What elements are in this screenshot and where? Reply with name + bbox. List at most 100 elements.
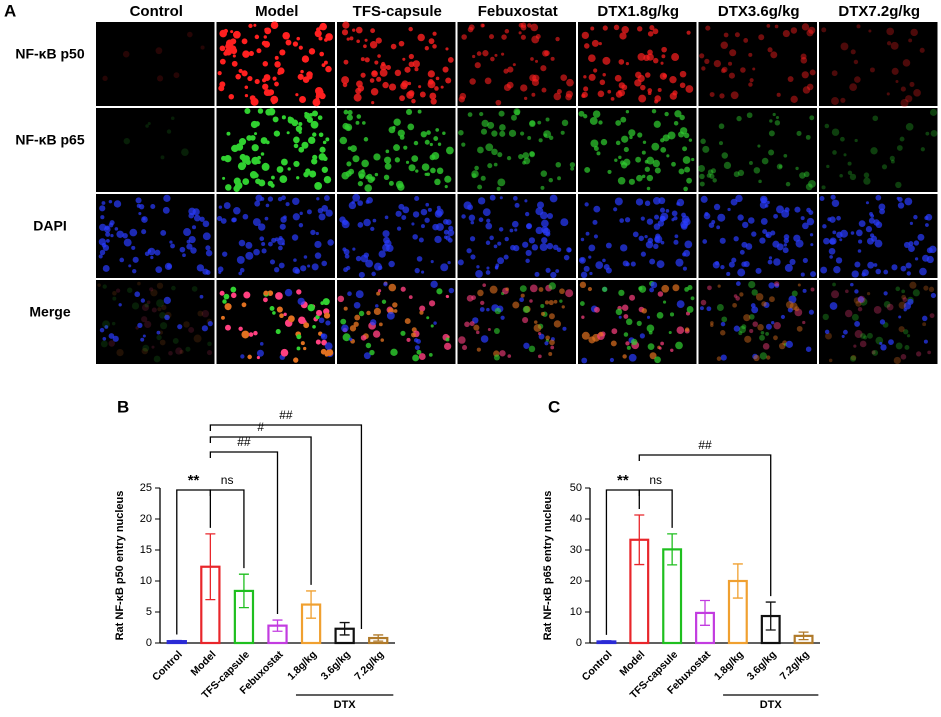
cell <box>416 256 423 262</box>
cell <box>321 166 328 173</box>
cell <box>412 354 420 362</box>
cell <box>173 72 180 79</box>
cell <box>719 237 726 244</box>
cell <box>421 270 425 274</box>
cell <box>909 221 914 225</box>
cell <box>638 235 645 242</box>
cell <box>614 158 618 162</box>
cell <box>733 236 739 242</box>
cell <box>384 156 392 164</box>
y-tick-label: 0 <box>576 637 582 649</box>
cell <box>853 344 857 348</box>
cell <box>493 354 500 361</box>
x-tick-label: Model <box>189 649 219 679</box>
cell <box>287 167 291 171</box>
bracket <box>638 454 772 597</box>
cell <box>116 230 124 238</box>
cell <box>233 177 241 185</box>
cell <box>262 83 269 90</box>
cell <box>113 200 122 208</box>
cell <box>491 148 498 156</box>
cell <box>240 162 247 169</box>
cell <box>494 265 499 269</box>
cell <box>275 329 281 335</box>
cell <box>158 330 164 335</box>
cell <box>299 96 307 103</box>
cell <box>541 237 548 244</box>
cell <box>314 240 322 249</box>
cell <box>469 236 476 242</box>
cell <box>653 120 661 128</box>
cell <box>427 207 432 212</box>
micrograph <box>96 22 215 106</box>
cell <box>318 26 323 30</box>
cell <box>727 207 731 212</box>
y-tick-label: 10 <box>570 606 582 618</box>
cell <box>555 269 560 273</box>
cell <box>244 93 249 98</box>
cell <box>357 180 364 187</box>
cell <box>285 202 290 207</box>
cell <box>688 138 693 142</box>
cell <box>584 43 590 49</box>
cell <box>778 164 783 169</box>
cell <box>806 29 814 37</box>
cell <box>857 296 865 303</box>
y-tick-label: 30 <box>570 544 582 556</box>
cell <box>142 344 150 352</box>
cell <box>800 53 807 60</box>
significance: ** <box>617 472 629 489</box>
cell <box>651 142 660 151</box>
cell <box>802 320 806 325</box>
cell <box>588 255 592 259</box>
cell <box>630 261 636 267</box>
cell <box>201 309 210 318</box>
cell <box>886 92 890 96</box>
cell <box>744 335 752 343</box>
cell <box>406 91 414 99</box>
cell <box>280 348 289 357</box>
cell <box>480 175 486 181</box>
cell <box>481 119 489 128</box>
cell <box>477 184 483 190</box>
micrograph <box>337 194 456 278</box>
cell <box>854 330 863 339</box>
cell <box>930 108 938 116</box>
cell <box>850 49 856 55</box>
cell <box>716 304 724 311</box>
cell <box>752 321 758 327</box>
cell <box>222 299 227 304</box>
cell <box>382 81 389 89</box>
cell <box>482 50 489 57</box>
cell <box>418 353 426 360</box>
cell <box>809 115 815 121</box>
micrograph <box>96 108 215 192</box>
cell <box>230 30 234 34</box>
cell <box>902 297 908 303</box>
cell <box>163 194 171 202</box>
cell <box>850 282 854 287</box>
cell <box>553 299 558 304</box>
cell <box>598 331 604 337</box>
cell <box>583 114 588 119</box>
cell <box>363 218 371 227</box>
y-tick-label: 50 <box>570 482 582 494</box>
y-tick-label: 0 <box>146 637 152 649</box>
cell <box>400 82 408 90</box>
significance: ## <box>698 438 712 452</box>
cell <box>348 201 357 210</box>
cell <box>664 111 669 117</box>
cell <box>549 194 558 203</box>
cell <box>880 344 887 351</box>
cell <box>675 258 684 267</box>
cell <box>549 339 555 346</box>
cell <box>177 324 183 330</box>
cell <box>847 161 852 166</box>
cell <box>155 47 163 55</box>
cell <box>737 169 745 177</box>
cell <box>219 290 225 296</box>
cell <box>797 283 801 287</box>
cell <box>156 334 162 341</box>
cell <box>309 113 314 117</box>
cell <box>795 239 804 248</box>
